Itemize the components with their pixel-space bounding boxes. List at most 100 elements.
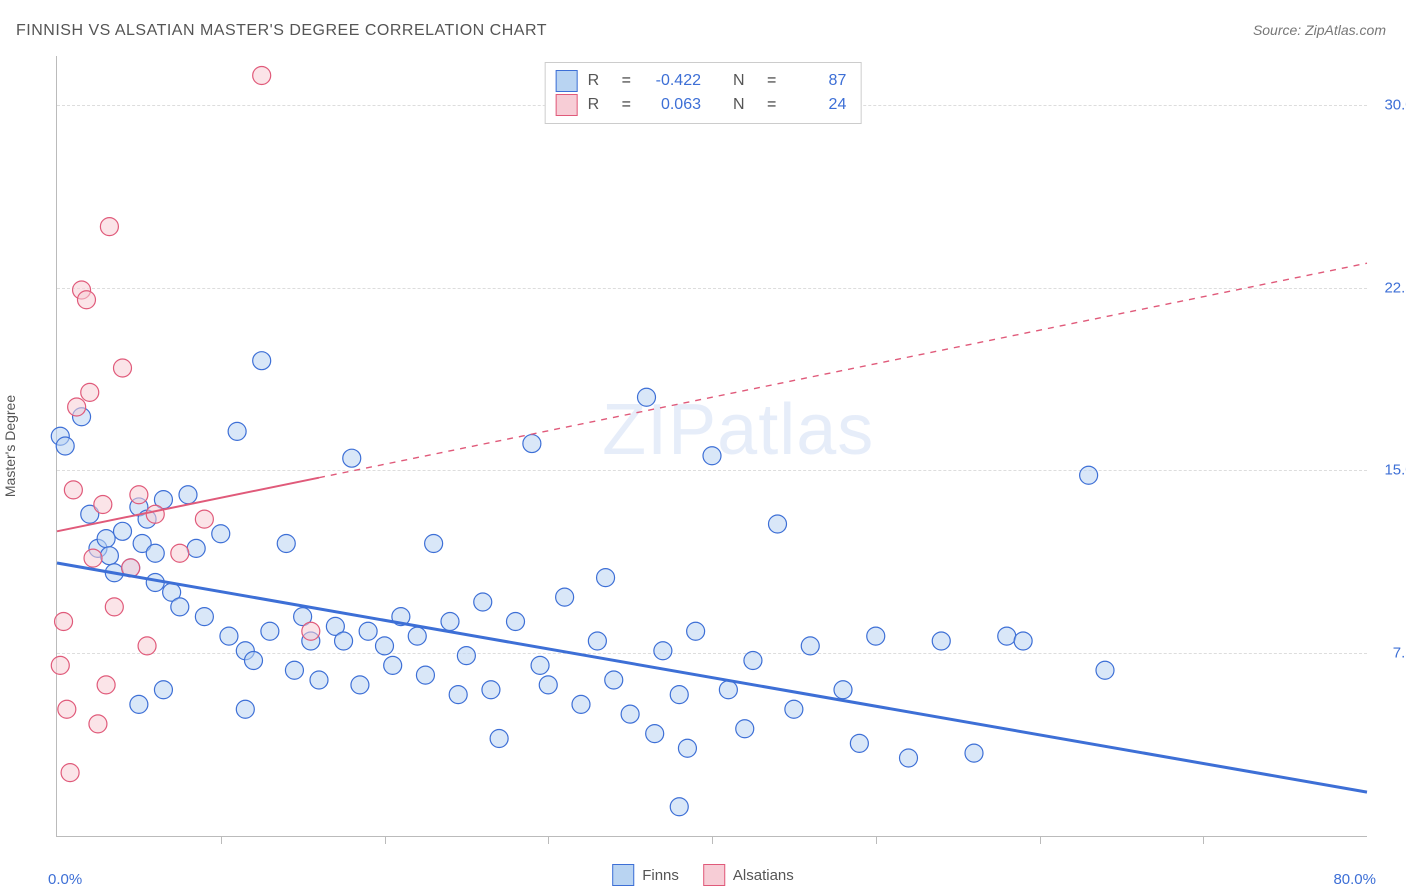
- point-alsatians: [100, 218, 118, 236]
- point-alsatians: [51, 656, 69, 674]
- point-finns: [1080, 466, 1098, 484]
- swatch-pink-icon: [556, 94, 578, 116]
- point-alsatians: [64, 481, 82, 499]
- point-alsatians: [77, 291, 95, 309]
- point-alsatians: [94, 496, 112, 514]
- r-value-finns: -0.422: [641, 69, 701, 93]
- n-label: N: [733, 93, 757, 117]
- r-label: R: [588, 93, 612, 117]
- point-alsatians: [89, 715, 107, 733]
- point-finns: [425, 535, 443, 553]
- point-finns: [556, 588, 574, 606]
- point-finns: [654, 642, 672, 660]
- n-value-finns: 87: [786, 69, 846, 93]
- point-finns: [965, 744, 983, 762]
- point-alsatians: [146, 505, 164, 523]
- trendline-finns: [57, 563, 1367, 792]
- point-finns: [638, 388, 656, 406]
- point-finns: [736, 720, 754, 738]
- x-axis-max: 80.0%: [1333, 871, 1376, 888]
- point-finns: [130, 695, 148, 713]
- point-finns: [678, 739, 696, 757]
- point-finns: [474, 593, 492, 611]
- point-finns: [588, 632, 606, 650]
- point-finns: [187, 539, 205, 557]
- point-finns: [932, 632, 950, 650]
- point-finns: [801, 637, 819, 655]
- legend-label: Finns: [642, 867, 679, 884]
- point-finns: [449, 686, 467, 704]
- point-finns: [1014, 632, 1032, 650]
- point-alsatians: [171, 544, 189, 562]
- r-value-alsatians: 0.063: [641, 93, 701, 117]
- point-finns: [335, 632, 353, 650]
- n-label: N: [733, 69, 757, 93]
- point-finns: [114, 522, 132, 540]
- y-tick-label: 22.5%: [1372, 279, 1406, 296]
- point-finns: [245, 652, 263, 670]
- point-finns: [408, 627, 426, 645]
- point-finns: [212, 525, 230, 543]
- point-finns: [376, 637, 394, 655]
- point-finns: [490, 730, 508, 748]
- point-alsatians: [130, 486, 148, 504]
- y-axis-label: Master's Degree: [2, 395, 18, 497]
- point-alsatians: [105, 598, 123, 616]
- point-finns: [900, 749, 918, 767]
- point-finns: [285, 661, 303, 679]
- point-finns: [670, 798, 688, 816]
- chart-title: FINNISH VS ALSATIAN MASTER'S DEGREE CORR…: [16, 22, 547, 40]
- x-tick: [548, 836, 549, 844]
- trendline-ext-alsatians: [319, 263, 1367, 478]
- eq-label: =: [622, 93, 631, 117]
- point-finns: [351, 676, 369, 694]
- point-finns: [670, 686, 688, 704]
- point-finns: [572, 695, 590, 713]
- point-finns: [850, 734, 868, 752]
- x-tick: [1203, 836, 1204, 844]
- point-alsatians: [114, 359, 132, 377]
- point-finns: [605, 671, 623, 689]
- point-finns: [171, 598, 189, 616]
- point-finns: [359, 622, 377, 640]
- swatch-blue-icon: [556, 70, 578, 92]
- point-finns: [507, 613, 525, 631]
- eq-label: =: [622, 69, 631, 93]
- n-value-alsatians: 24: [786, 93, 846, 117]
- point-alsatians: [58, 700, 76, 718]
- point-alsatians: [84, 549, 102, 567]
- point-finns: [441, 613, 459, 631]
- swatch-blue-icon: [612, 864, 634, 886]
- point-finns: [220, 627, 238, 645]
- point-finns: [769, 515, 787, 533]
- point-alsatians: [97, 676, 115, 694]
- point-finns: [703, 447, 721, 465]
- legend-item-alsatians: Alsatians: [703, 864, 794, 886]
- x-tick: [1040, 836, 1041, 844]
- point-finns: [416, 666, 434, 684]
- legend-row-alsatians: R = 0.063 N = 24: [556, 93, 847, 117]
- point-alsatians: [302, 622, 320, 640]
- eq-label: =: [767, 69, 776, 93]
- y-tick-label: 7.5%: [1372, 645, 1406, 662]
- x-tick: [221, 836, 222, 844]
- point-alsatians: [68, 398, 86, 416]
- point-finns: [482, 681, 500, 699]
- point-finns: [179, 486, 197, 504]
- legend-label: Alsatians: [733, 867, 794, 884]
- point-alsatians: [61, 764, 79, 782]
- point-finns: [539, 676, 557, 694]
- eq-label: =: [767, 93, 776, 117]
- swatch-pink-icon: [703, 864, 725, 886]
- x-tick: [876, 836, 877, 844]
- point-finns: [457, 647, 475, 665]
- point-finns: [277, 535, 295, 553]
- point-alsatians: [253, 67, 271, 85]
- point-alsatians: [138, 637, 156, 655]
- point-finns: [261, 622, 279, 640]
- point-finns: [236, 700, 254, 718]
- correlation-legend: R = -0.422 N = 87 R = 0.063 N = 24: [545, 62, 862, 124]
- point-finns: [719, 681, 737, 699]
- point-finns: [100, 547, 118, 565]
- point-finns: [195, 608, 213, 626]
